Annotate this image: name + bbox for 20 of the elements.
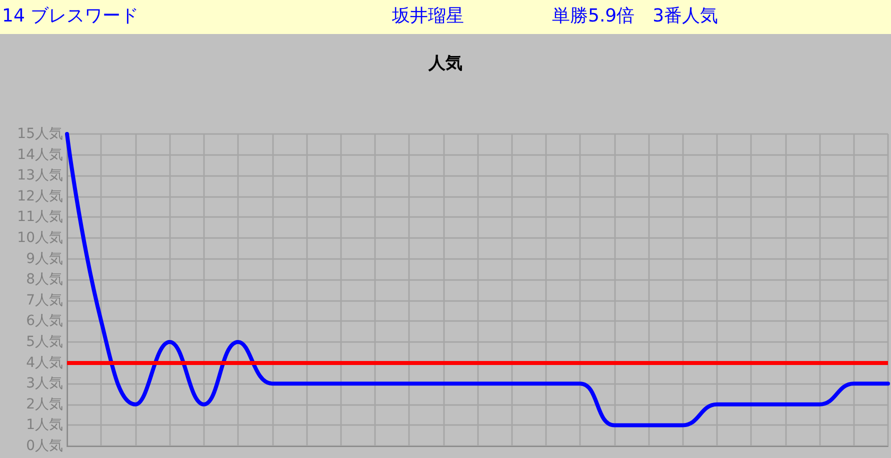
text: 坂井瑠星 xyxy=(391,6,464,26)
y-tick-label: 15人気 xyxy=(17,126,63,142)
y-tick-label: 3人気 xyxy=(26,376,63,392)
y-tick-label: 5人気 xyxy=(26,334,63,350)
y-tick-label: 9人気 xyxy=(26,250,63,267)
y-tick-label: 4人気 xyxy=(26,354,63,371)
text: 14 ブレスワード xyxy=(2,6,139,26)
y-tick-label: 1人気 xyxy=(26,417,63,434)
y-tick-label: 8人気 xyxy=(26,272,63,288)
y-tick-label: 14人気 xyxy=(17,146,63,163)
y-tick-label: 12人気 xyxy=(17,188,63,204)
y-tick-label: 10人気 xyxy=(17,230,63,246)
text: 単勝5.9倍 3番人気 xyxy=(552,6,718,26)
y-tick-label: 0人気 xyxy=(26,438,63,454)
y-tick-label: 7人気 xyxy=(26,292,63,308)
y-tick-label: 6人気 xyxy=(26,313,63,330)
y-tick-label: 2人気 xyxy=(26,396,63,412)
chart-title: 人気 xyxy=(428,54,462,74)
y-tick-label: 13人気 xyxy=(17,168,63,184)
y-tick-label: 11人気 xyxy=(17,209,63,226)
